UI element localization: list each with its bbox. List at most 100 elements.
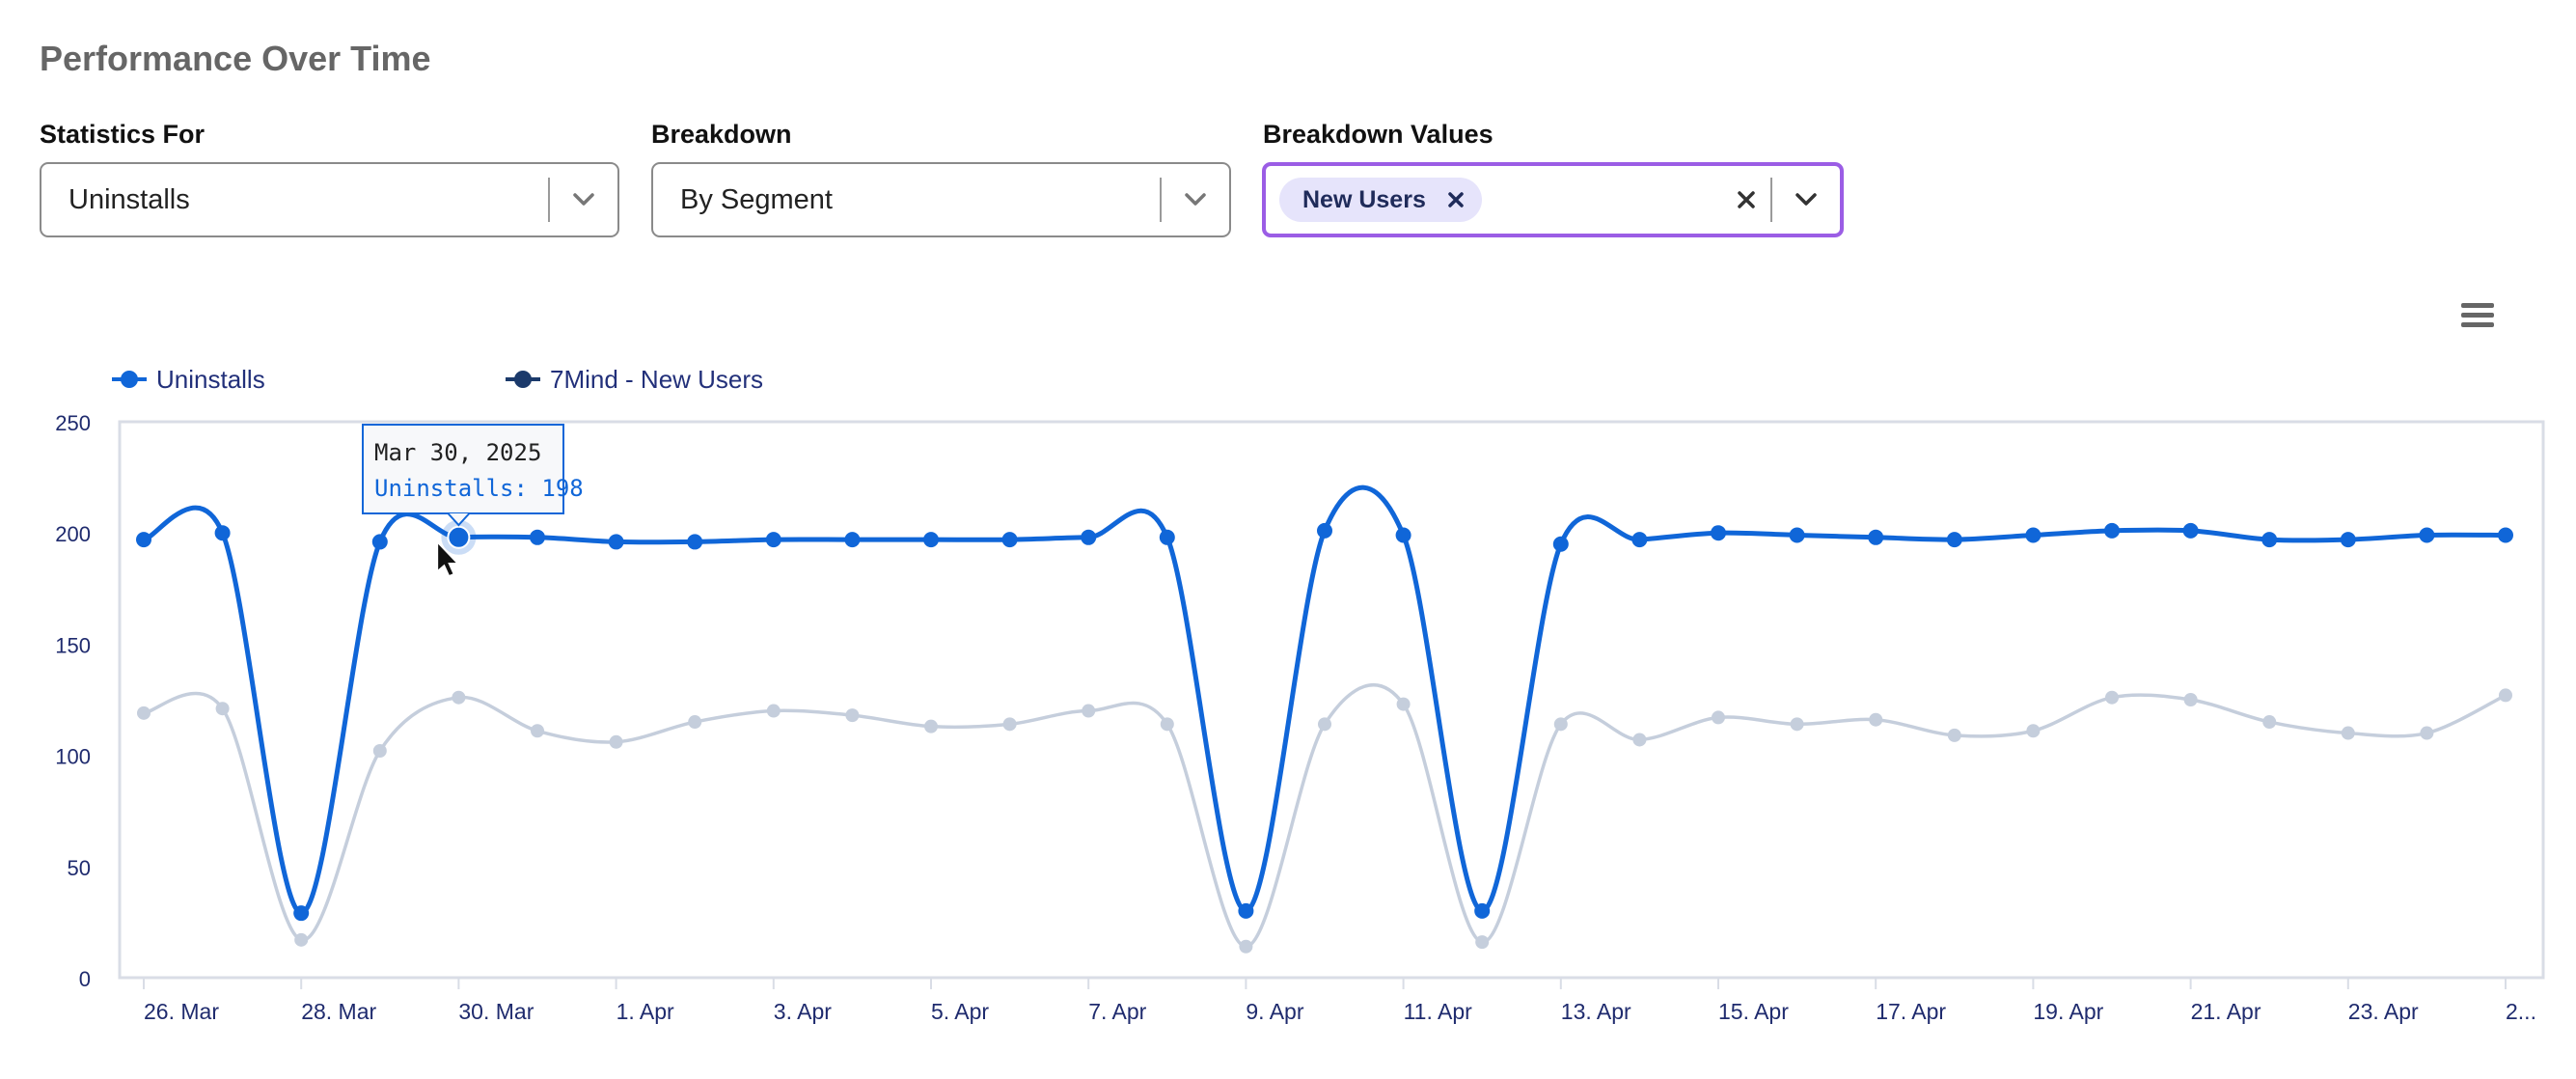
new-users-data-point [2341,726,2355,740]
uninstalls-data-point [1711,525,1726,541]
new-users-data-point [1553,717,1568,732]
new-users-data-point [1712,710,1725,725]
y-tick-label: 250 [55,411,91,435]
uninstalls-data-point [2340,532,2356,548]
x-tick-label: 28. Mar [301,999,376,1024]
new-users-data-point [531,724,544,738]
uninstalls-data-point [1395,527,1411,543]
mouse-cursor-icon [436,540,460,577]
tooltip-box [362,424,564,514]
new-users-data-point [1869,712,1883,727]
select-separator [1770,178,1772,222]
uninstalls-data-point [2182,522,2199,539]
uninstalls-data-point [765,532,781,548]
new-users-data-point [1082,704,1096,718]
tooltip-date: Mar 30, 2025 [374,439,541,466]
new-users-data-point [2026,724,2041,738]
y-tick-label: 0 [79,967,91,991]
uninstalls-data-point [1317,522,1332,539]
breakdown-values-label: Breakdown Values [1263,120,1494,149]
uninstalls-data-point [844,532,861,548]
x-tick-label: 3. Apr [774,999,832,1024]
new-users-data-point [2105,690,2119,705]
breakdown-value-chip: New Users [1279,178,1482,222]
x-tick-label: 9. Apr [1246,999,1303,1024]
new-users-data-point [1318,717,1331,732]
statistics-for-select[interactable]: Uninstalls [40,162,619,237]
plot-area [118,420,2545,980]
x-tick-label: 2... [2506,999,2536,1024]
chevron-down-icon[interactable] [1772,166,1840,234]
uninstalls-data-point [1789,527,1805,543]
hover-point [447,525,471,549]
legend-item-uninstalls[interactable]: Uninstalls [112,365,265,394]
uninstalls-data-point [1081,529,1097,545]
uninstalls-data-point [2025,527,2042,543]
uninstalls-data-point [214,525,231,541]
new-users-data-point [1790,717,1804,732]
legend-swatch-marker [121,371,138,388]
new-users-data-point [137,706,151,720]
uninstalls-data-point [1159,529,1175,545]
uninstalls-data-point [293,905,310,922]
uninstalls-data-point [2261,532,2278,548]
uninstalls-data-point [2104,522,2120,539]
new-users-data-point [609,734,623,749]
select-separator [548,178,550,222]
y-tick-label: 100 [55,745,91,769]
new-users-data-point [1396,697,1411,711]
uninstalls-data-point [136,532,151,548]
breakdown-values-select[interactable]: New Users [1262,162,1844,237]
new-users-data-point [1947,728,1961,742]
y-tick-label: 50 [68,856,91,880]
chevron-down-icon[interactable] [550,164,617,235]
uninstalls-data-point [1868,529,1884,545]
x-tick-label: 30. Mar [458,999,534,1024]
breakdown-select[interactable]: By Segment [651,162,1231,237]
new-users-data-point [2420,726,2434,740]
uninstalls-series-line [143,484,2507,916]
new-users-data-point [452,690,466,705]
chip-label: New Users [1302,185,1426,213]
new-users-series-line [143,683,2507,949]
tooltip-pointer [447,512,471,527]
statistics-for-label: Statistics For [40,120,206,149]
new-users-data-point [688,715,702,730]
chevron-down-icon[interactable] [1162,164,1229,235]
new-users-data-point [2499,688,2512,703]
legend-label: 7Mind - New Users [550,365,763,394]
uninstalls-data-point [687,534,703,550]
x-tick-label: 21. Apr [2191,999,2261,1024]
x-tick-label: 17. Apr [1876,999,1946,1024]
new-users-data-point [2183,693,2198,706]
x-tick-label: 1. Apr [617,999,674,1024]
statistics-for-value: Uninstalls [69,183,190,215]
uninstalls-data-point [1946,532,1962,548]
new-users-data-point [1632,733,1647,747]
breakdown-value: By Segment [680,183,833,215]
new-users-data-point [1002,717,1017,732]
new-users-data-point [2262,715,2277,730]
tooltip-value: Uninstalls: 198 [374,475,584,502]
x-tick-label: 15. Apr [1718,999,1789,1024]
legend-item-new-users[interactable]: 7Mind - New Users [506,365,763,394]
x-tick-label: 13. Apr [1561,999,1631,1024]
close-icon[interactable] [1447,191,1465,208]
x-tick-label: 11. Apr [1404,999,1473,1024]
uninstalls-data-point [1631,532,1648,548]
new-users-data-point [1160,717,1174,732]
new-users-data-point [924,719,938,733]
hamburger-menu-icon[interactable] [2458,295,2497,334]
uninstalls-data-point [1552,536,1569,552]
legend-swatch-marker [514,371,532,388]
new-users-data-point [1475,935,1490,950]
new-users-data-point [766,704,781,718]
x-tick-label: 7. Apr [1088,999,1146,1024]
x-tick-label: 5. Apr [931,999,989,1024]
new-users-data-point [294,932,309,947]
clear-icon[interactable] [1722,166,1770,234]
uninstalls-data-point [371,534,388,550]
uninstalls-data-point [923,532,939,548]
